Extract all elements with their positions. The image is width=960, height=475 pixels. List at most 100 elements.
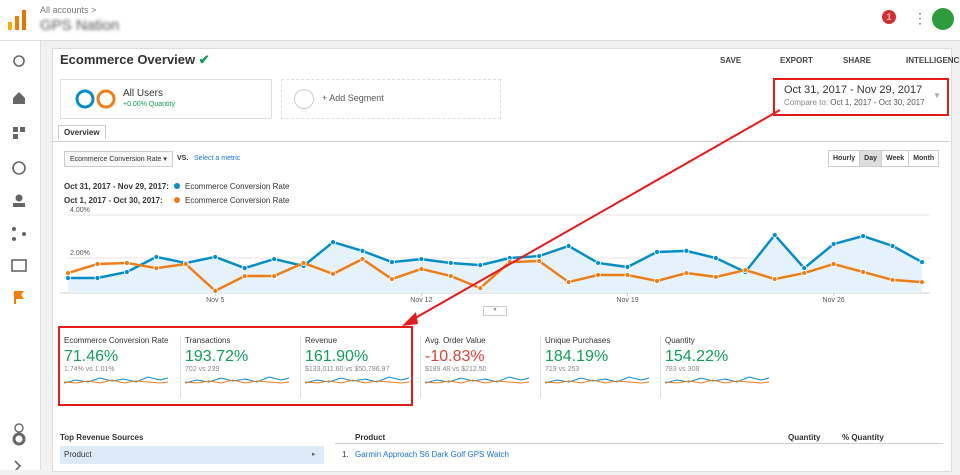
avatar[interactable] (932, 8, 954, 30)
scorecard-compare: $189.48 vs $212.50 (425, 366, 487, 373)
property-name[interactable]: GPS Nation (40, 17, 120, 34)
series-point (271, 273, 278, 279)
series-point (389, 276, 395, 282)
segment-name: All Users (123, 88, 164, 99)
series-point (919, 259, 925, 265)
row-product[interactable]: Garmin Approach S6 Dark Golf GPS Watch (355, 450, 509, 459)
series-point (801, 265, 808, 272)
series-point (94, 275, 101, 281)
notification-badge[interactable]: 1 (882, 10, 896, 24)
series-point (123, 269, 130, 275)
x-tick-label: Nov 5 (206, 297, 224, 304)
segment-card[interactable]: All Users +0.00% Quantity (60, 79, 272, 119)
series-point (447, 260, 454, 266)
add-segment-label: + Add Segment (322, 93, 384, 103)
sources-title: Top Revenue Sources (60, 433, 144, 442)
granularity-button[interactable]: Hourly (828, 150, 861, 167)
granularity-button[interactable]: Month (908, 150, 940, 167)
series-point (182, 261, 189, 267)
legend: Oct 31, 2017 - Nov 29, 2017: Ecommerce Co… (64, 180, 289, 208)
scorecard-compare: 702 vs 239 (185, 366, 220, 373)
scorecard-value: 184.19% (545, 348, 609, 365)
action-button[interactable]: INTELLIGENCE (906, 56, 960, 65)
source-row[interactable]: Product ▸ (60, 446, 324, 464)
scorecard: Revenue 161.90% $133,011.60 vs $50,786.97 (300, 336, 420, 398)
date-picker[interactable]: Oct 31, 2017 - Nov 29, 2017 Compare to: … (773, 78, 949, 116)
sparkline (664, 376, 770, 384)
metric-select[interactable]: Ecommerce Conversion Rate ▾ (64, 151, 173, 167)
x-tick-label: Nov 26 (823, 297, 845, 304)
series-point (860, 233, 867, 239)
breadcrumb[interactable]: All accounts > (40, 5, 97, 15)
sparkline (424, 376, 530, 384)
series-point (595, 260, 601, 266)
series-point (153, 265, 160, 272)
scorecard-label: Revenue (305, 336, 338, 345)
sidebar (0, 41, 41, 472)
series-point (359, 248, 366, 254)
row-index: 1. (342, 450, 349, 459)
series-point (624, 264, 631, 270)
series-point (359, 256, 366, 262)
scorecard-compare: 719 vs 253 (545, 366, 580, 373)
scorecard-label: Unique Purchases (545, 336, 611, 345)
scorecard-label: Quantity (665, 336, 695, 345)
add-segment[interactable]: + Add Segment (281, 79, 501, 119)
series-point (889, 277, 896, 283)
series-point (624, 272, 631, 278)
y-tick-label: 2.00% (70, 250, 90, 257)
scorecard-compare: 783 vs 308 (665, 366, 700, 373)
sparkline (184, 376, 290, 384)
tab-overview[interactable]: Overview (58, 125, 106, 139)
series-point (742, 267, 749, 273)
series-point (447, 273, 454, 279)
menu[interactable]: ⋮ (913, 10, 927, 26)
series-point (153, 254, 160, 260)
series-point (683, 270, 690, 276)
scorecard-value: -10.83% (425, 348, 485, 365)
series-point (418, 256, 425, 262)
scorecard-label: Transactions (185, 336, 231, 345)
granularity-button[interactable]: Day (859, 150, 883, 167)
sparkline (63, 376, 169, 384)
col-quantity: Quantity (788, 433, 821, 442)
granularity-button[interactable]: Week (881, 150, 910, 167)
series-point (330, 239, 336, 245)
select-metric[interactable]: Select a metric (194, 155, 241, 162)
y-tick-label: 4.00% (70, 207, 90, 214)
series-point (860, 269, 867, 275)
action-button[interactable]: EXPORT (780, 56, 813, 65)
scorecard-value: 161.90% (305, 348, 369, 365)
series-point (801, 270, 808, 276)
series-area (68, 234, 922, 293)
scorecard-label: Ecommerce Conversion Rate (64, 336, 169, 345)
series-point (654, 278, 660, 284)
scorecard-compare: $133,011.60 vs $50,786.97 (305, 366, 390, 373)
scorecard: Transactions 193.72% 702 vs 239 (180, 336, 300, 398)
series-point (771, 232, 778, 238)
scorecard: Quantity 154.22% 783 vs 308 (660, 336, 780, 398)
sparkline (304, 376, 410, 384)
segment-detail: +0.00% Quantity (123, 101, 175, 108)
action-button[interactable]: SHARE (843, 56, 872, 65)
scorecard-value: 71.46% (64, 348, 119, 365)
series-point (683, 248, 690, 254)
trend-chart: 2.00% 4.00% Nov 5 Nov 12 Nov 19 Nov 26 (60, 207, 930, 304)
series-point (123, 260, 130, 266)
segment-icon (75, 89, 116, 109)
action-button[interactable]: SAVE (720, 56, 742, 65)
granularity: Hourly Day Week Month (828, 150, 940, 167)
series-point (889, 243, 896, 249)
series-point (241, 273, 248, 279)
series-point (712, 274, 719, 280)
col-pct: % Quantity (842, 433, 884, 442)
series-point (477, 262, 484, 268)
series-point (241, 265, 248, 272)
series-point (271, 256, 278, 262)
series-point (212, 287, 219, 294)
scorecard-value: 154.22% (665, 348, 729, 365)
report-title: Ecommerce Overview ✔ (60, 52, 210, 67)
series-point (654, 249, 660, 255)
series-point (212, 254, 219, 260)
